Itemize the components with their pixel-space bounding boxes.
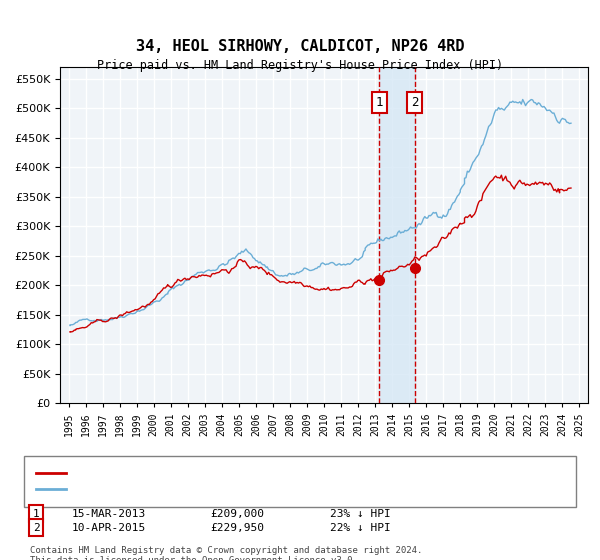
Text: 22% ↓ HPI: 22% ↓ HPI <box>330 522 391 533</box>
Text: Contains HM Land Registry data © Crown copyright and database right 2024.
This d: Contains HM Land Registry data © Crown c… <box>30 546 422 560</box>
Text: HPI: Average price, detached house, Monmouthshire: HPI: Average price, detached house, Monm… <box>72 484 378 494</box>
Text: 34, HEOL SIRHOWY, CALDICOT, NP26 4RD: 34, HEOL SIRHOWY, CALDICOT, NP26 4RD <box>136 39 464 54</box>
Text: 2: 2 <box>32 522 40 533</box>
Text: 34, HEOL SIRHOWY, CALDICOT, NP26 4RD (detached house): 34, HEOL SIRHOWY, CALDICOT, NP26 4RD (de… <box>72 468 403 478</box>
Text: £209,000: £209,000 <box>210 508 264 519</box>
Text: 23% ↓ HPI: 23% ↓ HPI <box>330 508 391 519</box>
Text: 1: 1 <box>376 96 383 109</box>
Text: 15-MAR-2013: 15-MAR-2013 <box>72 508 146 519</box>
Text: 10-APR-2015: 10-APR-2015 <box>72 522 146 533</box>
Text: 2: 2 <box>411 96 419 109</box>
Bar <box>379 67 415 403</box>
Text: 1: 1 <box>32 508 40 519</box>
Text: Price paid vs. HM Land Registry's House Price Index (HPI): Price paid vs. HM Land Registry's House … <box>97 59 503 72</box>
Text: £229,950: £229,950 <box>210 522 264 533</box>
